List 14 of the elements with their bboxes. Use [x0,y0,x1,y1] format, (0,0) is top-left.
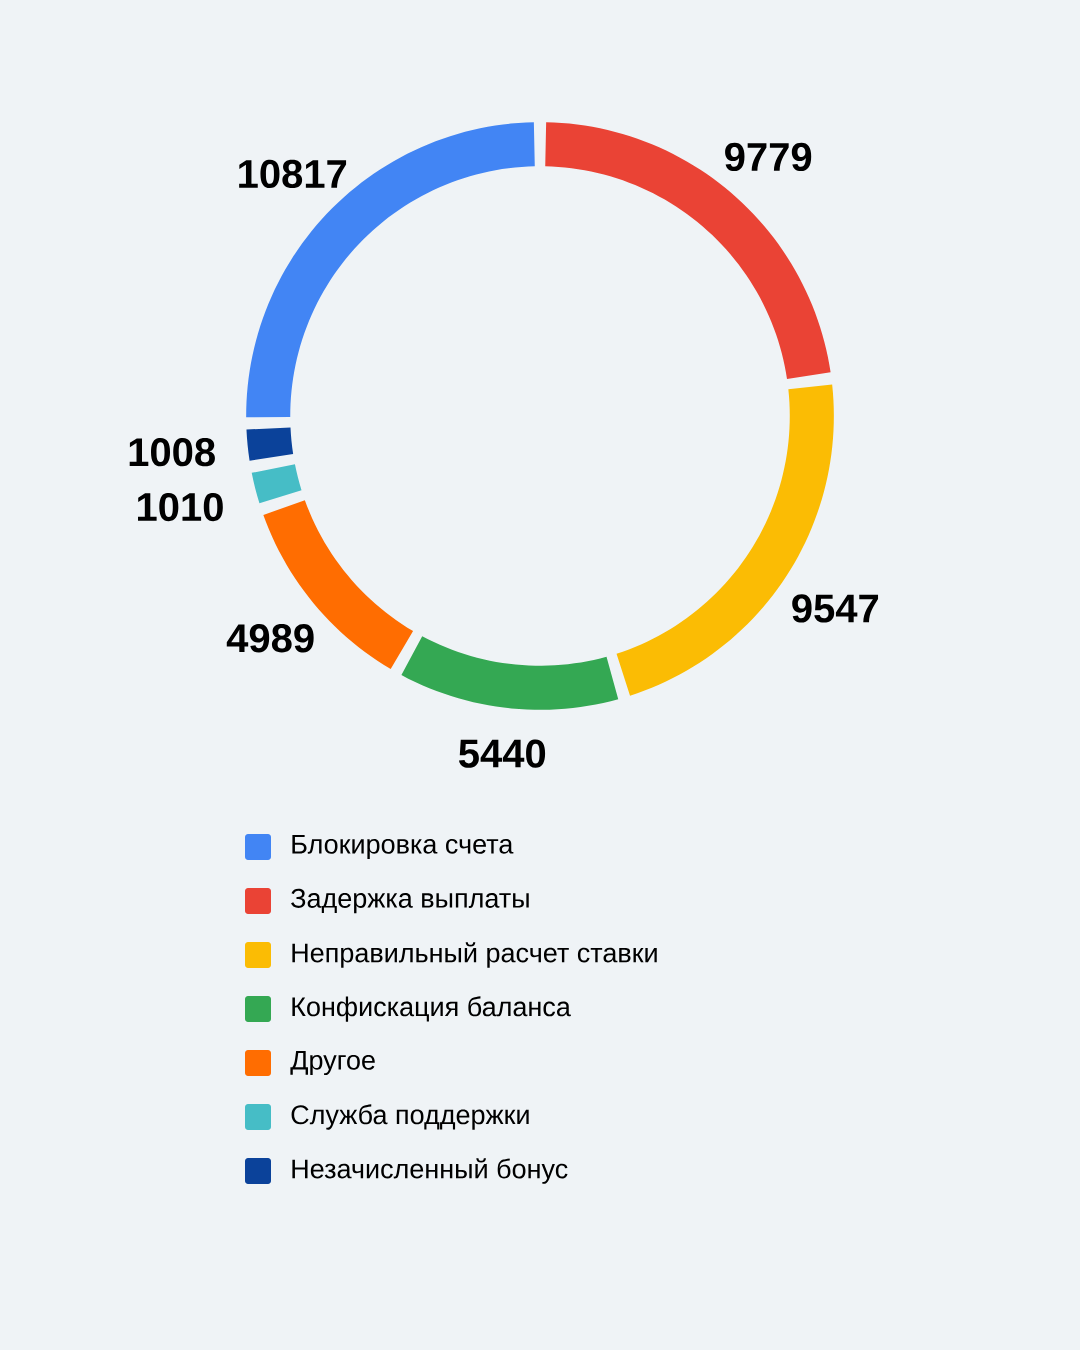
legend-label: Блокировка счета [292,834,514,860]
legend-label: Другое [290,1050,375,1076]
data-label: 1010 [138,492,223,522]
data-label: 5440 [458,739,546,768]
legend-label: Незачисленный бонус [292,1158,568,1184]
legend-label: Конфискация баланса [292,996,571,1022]
legend-label: Служба поддержки [291,1104,529,1130]
data-label: 4989 [226,624,314,653]
data-label: 9547 [792,594,879,623]
legend-label: Задержка выплаты [291,888,529,914]
data-label: 1008 [129,437,215,467]
legend-label: Неправильный расчет ставки [292,942,657,968]
data-label: 9779 [725,142,812,172]
data-label: 10817 [239,159,347,189]
